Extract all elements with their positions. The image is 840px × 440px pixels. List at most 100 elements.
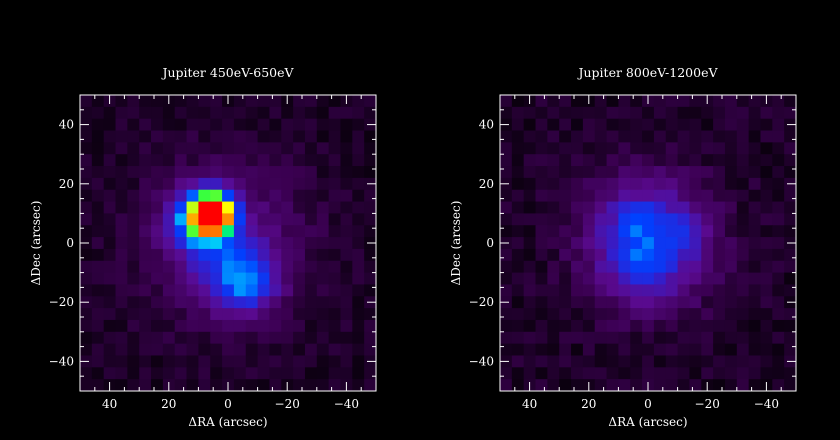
heatmap-cell [571,284,584,297]
heatmap-cell [233,284,247,297]
heatmap-cell [547,118,560,131]
heatmap-cell [748,355,761,368]
heatmap-cell [713,237,726,250]
heatmap-cell [222,355,235,368]
heatmap-cell [233,106,247,120]
heatmap-cell [198,237,211,250]
heatmap-cell [281,331,294,345]
heatmap-cell [340,154,353,167]
heatmap-cell [174,142,187,155]
heatmap-cell [293,213,306,226]
heatmap-cell [340,331,353,345]
heatmap-cell [210,379,223,392]
heatmap-cell [724,248,738,262]
heatmap-cell [186,177,199,191]
heatmap-cell [328,248,341,262]
heatmap-cell [186,142,199,155]
heatmap-cell [293,308,306,321]
heatmap-cell [748,177,761,191]
heatmap-cell [103,130,116,143]
heatmap-cell [198,130,211,143]
heatmap-cell [772,308,785,321]
heatmap-cell [281,225,294,238]
heatmap-cell [304,260,318,273]
heatmap-cell [582,213,596,226]
heatmap-cell [713,166,726,179]
heatmap-cell [511,166,525,179]
heatmap-cell [257,284,270,297]
heatmap-cell [340,201,353,214]
heatmap-cell [511,118,525,131]
heatmap-cell [594,118,607,131]
heatmap-cell [151,118,164,131]
heatmap-cell [535,225,548,238]
heatmap-cell [724,272,738,285]
heatmap-cell [677,130,690,143]
heatmap-cell [618,142,631,155]
heatmap-cell [665,106,678,120]
heatmap-cell [571,106,584,120]
heatmap-cell [606,260,619,273]
heatmap-cell [151,142,164,155]
heatmap-cell [210,154,223,167]
heatmap-cell [724,166,738,179]
heatmap-cell [523,248,536,262]
heatmap-cell [352,237,365,250]
heatmap-cell [364,106,377,120]
heatmap-cell [559,106,572,120]
heatmap-cell [340,260,353,273]
heatmap-cell [293,106,306,120]
heatmap-cell [724,213,738,226]
heatmap-cell [511,260,525,273]
heatmap-cell [547,343,560,356]
heatmap-cell [316,379,330,392]
heatmap-cell [535,355,548,368]
heatmap-cell [316,367,330,380]
x-tick-label: −20 [275,397,300,411]
heatmap-cell [689,331,702,345]
heatmap-cell [535,367,548,380]
heatmap-cell [713,154,726,167]
heatmap-cell [293,367,306,380]
heatmap-cell [198,177,211,191]
heatmap-cell [665,331,678,345]
heatmap-cell [653,248,667,262]
heatmap-cell [352,95,365,108]
heatmap-cell [352,296,365,309]
heatmap-cell [784,379,797,392]
heatmap-cell [582,284,596,297]
heatmap-cell [210,189,223,202]
heatmap-cell [547,213,560,226]
x-tick-label: 20 [161,397,176,411]
heatmap-cell [547,284,560,297]
heatmap-cell [677,284,690,297]
heatmap-cell [198,284,211,297]
heatmap-cell [701,331,714,345]
heatmap-cell [352,260,365,273]
heatmap-cell [245,367,258,380]
heatmap-cell [606,319,619,333]
heatmap-cell [582,154,596,167]
heatmap-cell [653,260,667,273]
heatmap-cell [701,367,714,380]
heatmap-cell [151,154,164,167]
chart-title: Jupiter 800eV-1200eV [576,65,718,80]
heatmap-cell [352,379,365,392]
x-tick-label: 20 [581,397,596,411]
heatmap-cell [784,308,797,321]
heatmap-cell [689,260,702,273]
heatmap-cell [594,284,607,297]
heatmap-cell [701,130,714,143]
heatmap-cell [772,296,785,309]
heatmap-cell [760,130,773,143]
heatmap-cell [233,319,247,333]
heatmap-cell [630,154,643,167]
heatmap-cell [582,130,596,143]
heatmap-cell [582,319,596,333]
heatmap-cell [748,201,761,214]
heatmap-cell [198,95,211,108]
heatmap-cell [689,189,702,202]
heatmap-cell [257,166,270,179]
heatmap-cell [677,308,690,321]
heatmap-cell [80,142,93,155]
